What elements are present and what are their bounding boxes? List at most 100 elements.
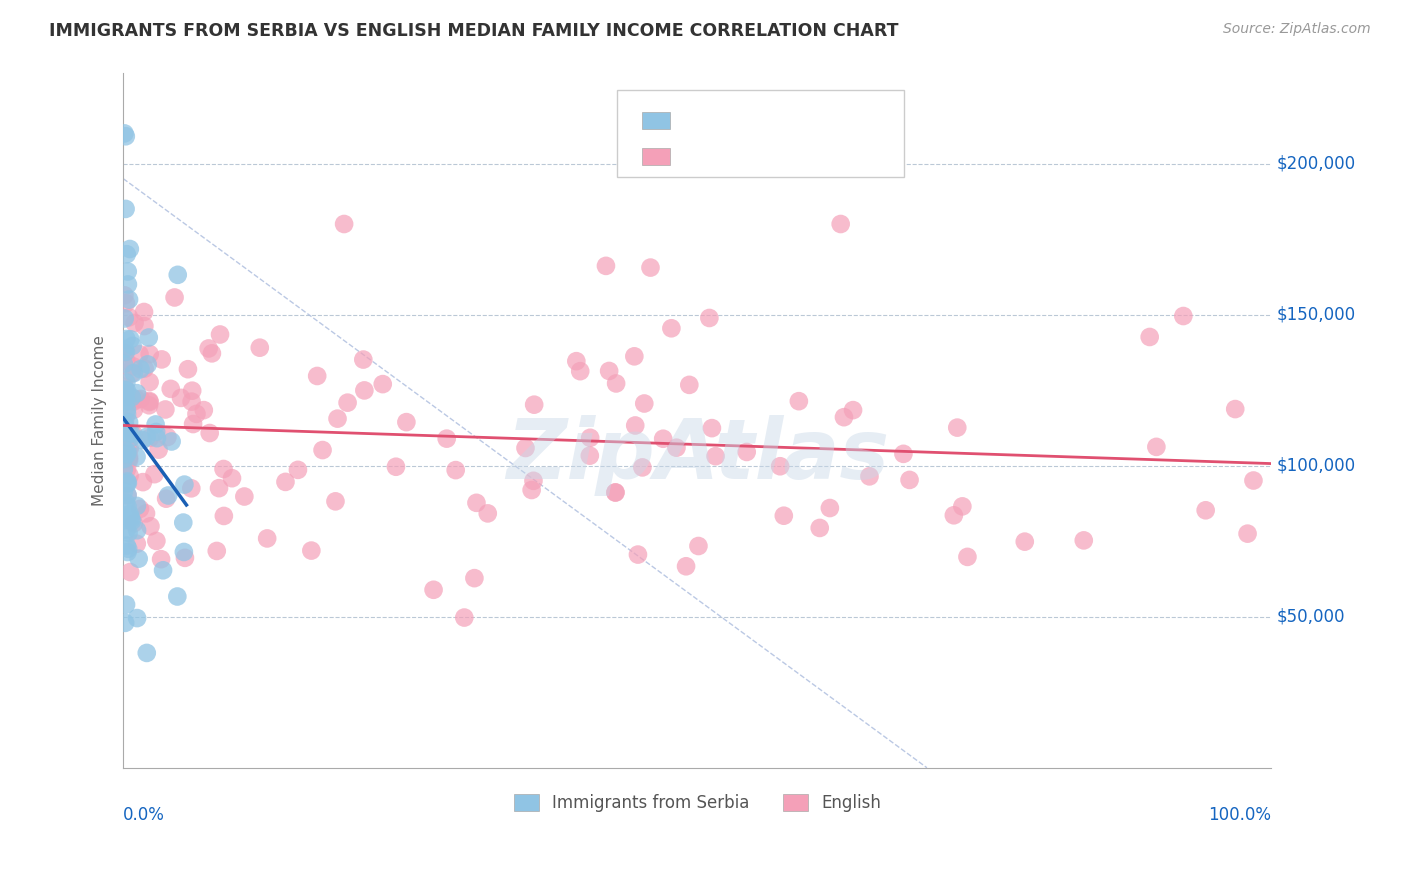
- Text: $150,000: $150,000: [1277, 306, 1357, 324]
- Point: [118, 468, 141, 483]
- Point: [212, 462, 235, 476]
- Point: [522, 474, 544, 488]
- Point: [688, 539, 710, 553]
- Point: [139, 519, 162, 533]
- Point: [117, 442, 139, 457]
- Point: [180, 481, 202, 495]
- Point: [129, 362, 152, 376]
- Point: [115, 353, 138, 368]
- Point: [249, 341, 271, 355]
- Point: [120, 565, 142, 579]
- Point: [114, 420, 136, 434]
- Point: [115, 376, 138, 390]
- Point: [395, 415, 418, 429]
- Text: 0.0%: 0.0%: [124, 805, 165, 824]
- Point: [112, 462, 135, 476]
- Point: [114, 383, 136, 397]
- Point: [422, 582, 444, 597]
- Point: [311, 443, 333, 458]
- Point: [120, 426, 142, 441]
- Point: [1139, 330, 1161, 344]
- Point: [193, 403, 215, 417]
- Point: [145, 425, 167, 439]
- Point: [114, 414, 136, 428]
- Point: [160, 434, 183, 449]
- Point: [115, 394, 138, 409]
- Point: [117, 489, 139, 503]
- Text: IMMIGRANTS FROM SERBIA VS ENGLISH MEDIAN FAMILY INCOME CORRELATION CHART: IMMIGRANTS FROM SERBIA VS ENGLISH MEDIAN…: [49, 22, 898, 40]
- Point: [156, 430, 179, 444]
- Point: [118, 310, 141, 325]
- Point: [150, 552, 173, 566]
- Point: [114, 383, 136, 397]
- Point: [117, 488, 139, 502]
- Point: [127, 611, 149, 625]
- FancyBboxPatch shape: [617, 90, 904, 178]
- Point: [605, 376, 627, 391]
- Point: [830, 217, 852, 231]
- Point: [118, 450, 141, 464]
- Point: [157, 488, 180, 502]
- Point: [212, 508, 235, 523]
- Point: [623, 349, 645, 363]
- Point: [477, 507, 499, 521]
- Point: [769, 459, 792, 474]
- Point: [1236, 526, 1258, 541]
- Point: [112, 357, 135, 371]
- Point: [665, 441, 688, 455]
- Point: [735, 445, 758, 459]
- Point: [772, 508, 794, 523]
- Point: [128, 551, 150, 566]
- Point: [114, 386, 136, 401]
- Point: [115, 296, 138, 310]
- Point: [129, 392, 152, 406]
- Point: [145, 417, 167, 432]
- Point: [624, 418, 647, 433]
- Point: [114, 513, 136, 527]
- Point: [579, 431, 602, 445]
- Point: [287, 463, 309, 477]
- Point: [678, 377, 700, 392]
- Point: [117, 277, 139, 292]
- Point: [118, 293, 141, 307]
- Point: [150, 352, 173, 367]
- Point: [138, 375, 160, 389]
- Point: [463, 571, 485, 585]
- Point: [818, 501, 841, 516]
- Text: 100.0%: 100.0%: [1208, 805, 1271, 824]
- Point: [121, 339, 143, 353]
- Point: [120, 332, 142, 346]
- Point: [1243, 474, 1265, 488]
- Point: [180, 394, 202, 409]
- Point: [124, 316, 146, 330]
- Point: [233, 490, 256, 504]
- Point: [605, 485, 627, 500]
- Point: [125, 537, 148, 551]
- Point: [117, 545, 139, 559]
- Point: [174, 550, 197, 565]
- Point: [118, 416, 141, 430]
- FancyBboxPatch shape: [643, 112, 669, 128]
- Point: [858, 469, 880, 483]
- Point: [115, 447, 138, 461]
- Point: [114, 129, 136, 144]
- Point: [112, 442, 135, 456]
- Point: [134, 319, 156, 334]
- Point: [114, 342, 136, 356]
- Point: [633, 396, 655, 410]
- Point: [808, 521, 831, 535]
- Point: [118, 507, 141, 521]
- Point: [842, 403, 865, 417]
- Point: [120, 431, 142, 445]
- Point: [117, 525, 139, 540]
- Point: [353, 384, 375, 398]
- Point: [699, 310, 721, 325]
- Point: [115, 495, 138, 509]
- Point: [120, 512, 142, 526]
- Point: [114, 390, 136, 404]
- Point: [170, 391, 193, 405]
- Point: [115, 247, 138, 261]
- Point: [172, 516, 194, 530]
- Point: [112, 417, 135, 432]
- Point: [661, 321, 683, 335]
